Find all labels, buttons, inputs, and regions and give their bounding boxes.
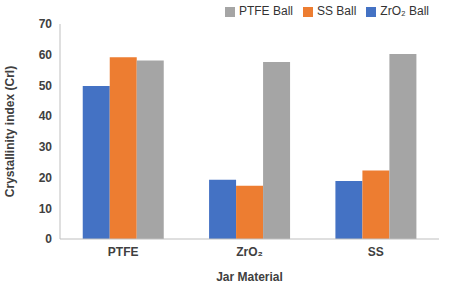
svg-text:ZrO₂: ZrO₂ xyxy=(236,245,263,259)
svg-text:70: 70 xyxy=(39,17,53,31)
svg-text:50: 50 xyxy=(39,79,53,93)
html-text:ZrO₂ Ball: ZrO₂ Ball xyxy=(380,4,429,18)
svg-text:60: 60 xyxy=(39,48,53,62)
svg-text:30: 30 xyxy=(39,140,53,154)
html-text:PTFE Ball: PTFE Ball xyxy=(239,4,293,18)
html-text:SS Ball: SS Ball xyxy=(317,4,357,18)
svg-text:Jar Material: Jar Material xyxy=(216,270,283,284)
svg-text:SS: SS xyxy=(368,245,384,259)
svg-text:40: 40 xyxy=(39,109,53,123)
svg-text:0: 0 xyxy=(45,232,52,246)
svg-text:20: 20 xyxy=(39,171,53,185)
svg-text:10: 10 xyxy=(39,202,53,216)
svg-text:Crystallinity index (CrI): Crystallinity index (CrI) xyxy=(8,66,17,197)
svg-text:PTFE: PTFE xyxy=(108,245,139,259)
